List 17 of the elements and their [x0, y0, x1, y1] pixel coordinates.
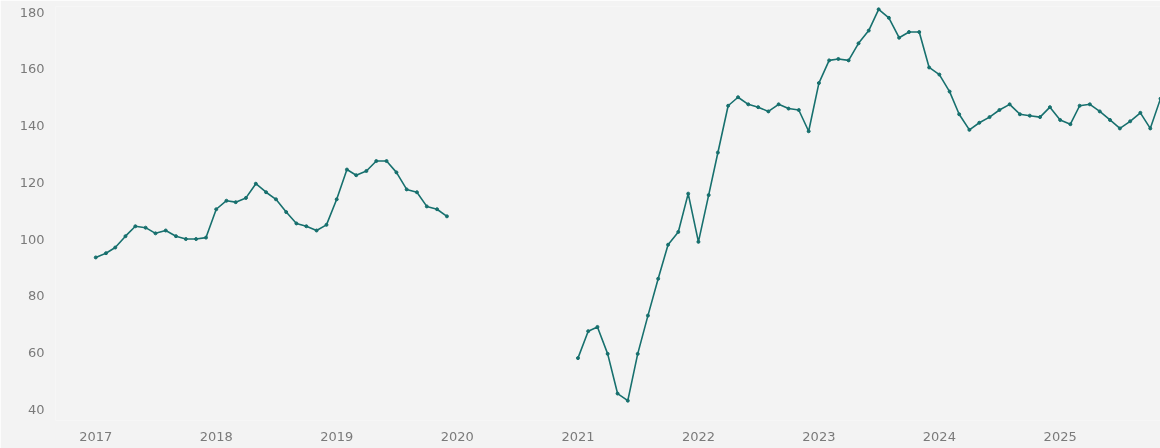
y-tick-label: 120: [19, 174, 45, 190]
x-tick-label: 2025: [1043, 428, 1077, 444]
x-tick-label: 2020: [440, 428, 474, 444]
y-tick-label: 80: [27, 288, 45, 304]
y-tick-label: 180: [19, 4, 45, 20]
x-tick-label: 2022: [681, 428, 715, 444]
x-tick-label: 2023: [802, 428, 836, 444]
x-tick-label: 2019: [320, 428, 354, 444]
y-tick-label: 60: [27, 344, 45, 360]
x-tick-label: 2017: [79, 428, 113, 444]
x-tick-label: 2024: [922, 428, 956, 444]
x-tick-label: 2021: [561, 428, 595, 444]
y-tick-label: 40: [27, 401, 45, 417]
x-tick-label: 2018: [199, 428, 233, 444]
y-tick-label: 160: [19, 61, 45, 77]
y-tick-label: 100: [19, 231, 45, 247]
y-tick-label: 140: [19, 118, 45, 134]
